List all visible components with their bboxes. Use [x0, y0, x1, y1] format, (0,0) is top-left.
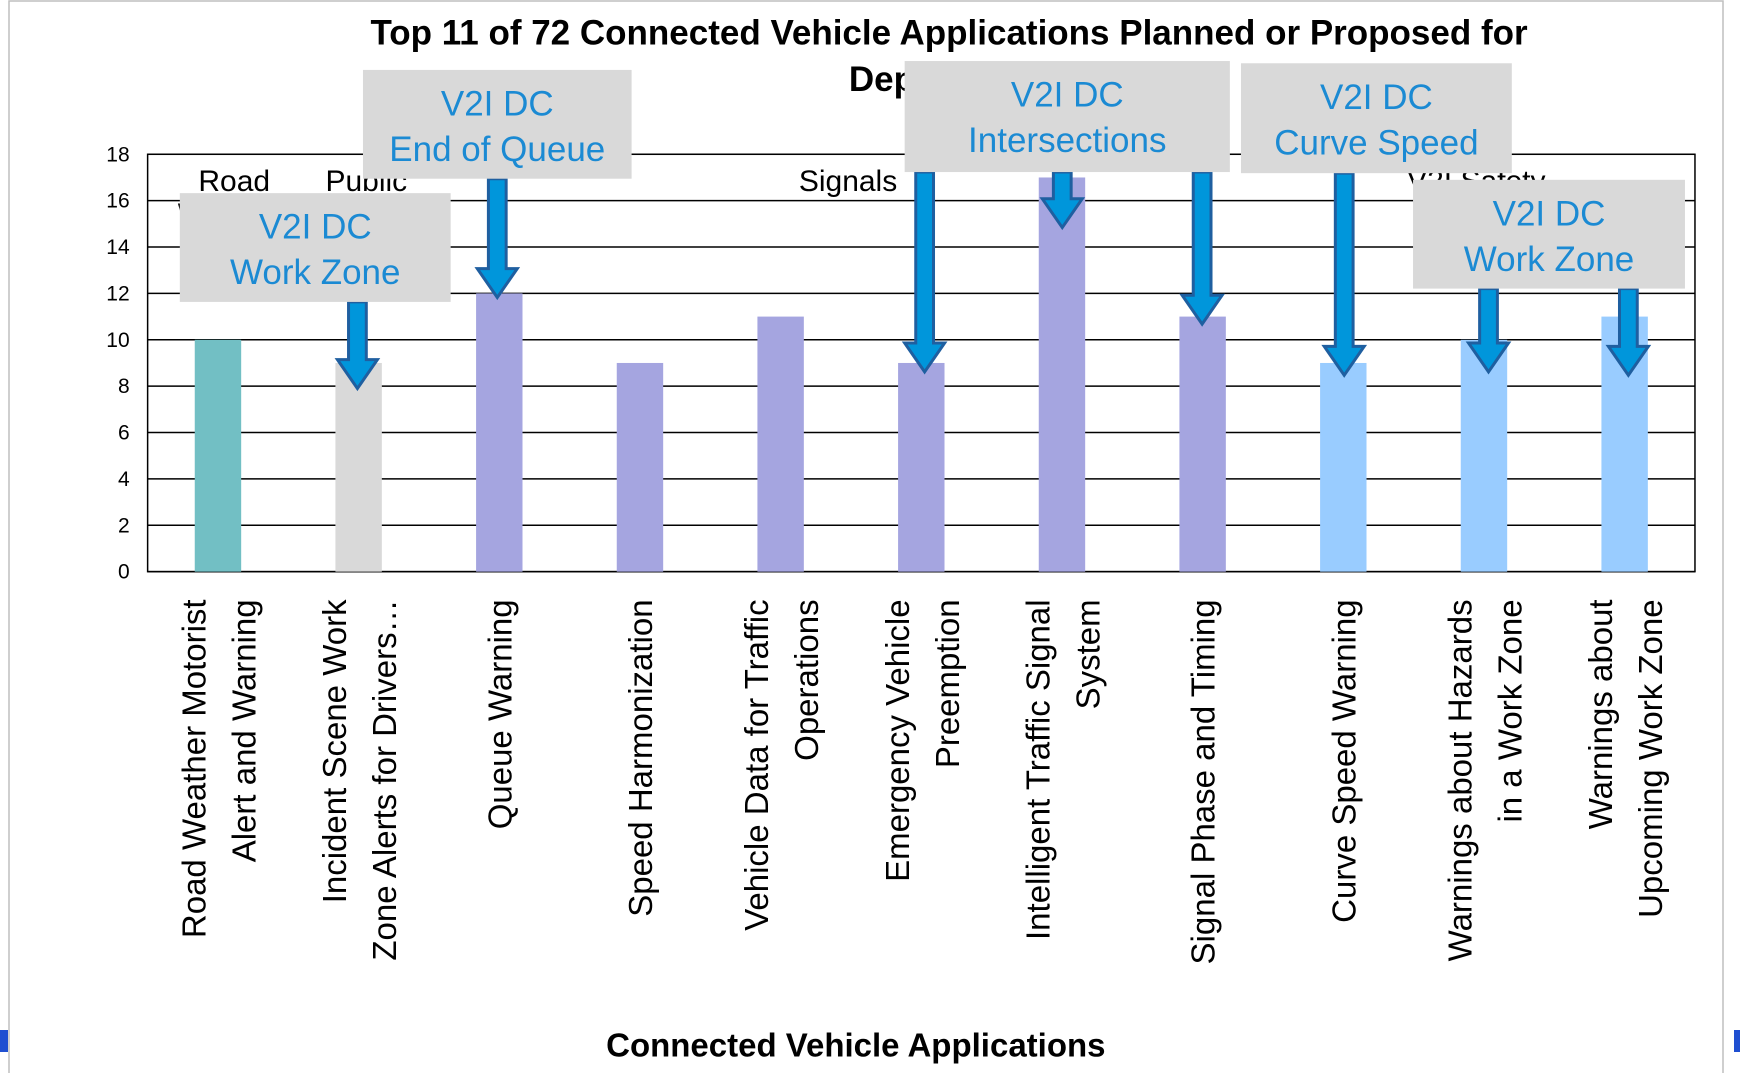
x-axis-title: Connected Vehicle Applications	[606, 1027, 1105, 1064]
bar	[1320, 362, 1367, 572]
callout-label: V2I DC	[441, 84, 554, 123]
bar	[476, 293, 523, 572]
y-tick-label: 14	[106, 236, 130, 259]
x-tick-label: Vehicle Data for Traffic Operations	[738, 599, 825, 930]
bar	[335, 362, 382, 572]
bar	[1038, 177, 1086, 572]
y-tick-label: 16	[106, 190, 129, 213]
group-label: Signals	[799, 165, 897, 198]
callout-arrow	[334, 300, 381, 392]
y-tick-label: 2	[118, 514, 130, 537]
x-tick-label: Incident Scene Work Zone Alerts for Drive…	[316, 599, 403, 961]
callout-label: Intersections	[968, 121, 1166, 160]
callout-box	[1413, 179, 1685, 289]
callout-label: Work Zone	[1464, 240, 1635, 279]
x-tick-label: Intelligent Traffic Signal System	[1020, 599, 1107, 940]
callout-label: V2I DC	[1320, 78, 1433, 117]
edge-decoration	[1734, 1030, 1740, 1052]
callout-box	[1240, 63, 1512, 174]
x-tick-label: Signal Phase and Timing	[1185, 599, 1222, 964]
bar	[898, 362, 945, 572]
bar	[1460, 339, 1508, 572]
callout-arrow	[1605, 287, 1652, 378]
chart-frame	[8, 0, 1724, 1078]
callout-arrow	[901, 170, 948, 375]
x-tick-label: Queue Warning	[481, 599, 518, 829]
bar	[757, 316, 804, 572]
bar	[616, 362, 664, 572]
callout-box	[362, 69, 632, 179]
x-tick-label: Warnings about Hazards in a Work Zone	[1442, 599, 1529, 961]
bar	[194, 339, 242, 572]
x-tick-label: Warnings about Upcoming Work Zone	[1582, 599, 1669, 918]
callout-box	[904, 61, 1230, 173]
y-tick-label: 8	[118, 375, 130, 398]
callout-label: Curve Speed	[1274, 123, 1478, 162]
callout-arrow	[1321, 171, 1368, 378]
y-tick-label: 10	[106, 329, 129, 352]
y-tick-label: 0	[118, 561, 130, 584]
x-tick-label: Curve Speed Warning	[1325, 599, 1362, 922]
chart-title: Top 11 of 72 Connected Vehicle Applicati…	[370, 13, 1528, 52]
callout-label: End of Queue	[389, 130, 605, 169]
callout-box	[179, 193, 451, 302]
y-tick-label: 4	[118, 468, 130, 491]
y-tick-label: 12	[106, 282, 129, 305]
y-tick-label: 18	[106, 143, 129, 166]
callout-arrow	[1179, 170, 1225, 327]
callout-label: V2I DC	[259, 208, 372, 247]
x-tick-label: Speed Harmonization	[622, 599, 659, 916]
edge-decoration	[0, 1030, 8, 1052]
callout-label: Work Zone	[230, 253, 401, 292]
y-tick-label: 6	[118, 422, 130, 445]
callout-arrow	[474, 177, 521, 301]
x-tick-label: Road Weather Motorist Alert and Warning	[176, 599, 263, 938]
x-tick-label: Emergency Vehicle Preemption	[879, 599, 966, 881]
callout-label: V2I DC	[1011, 76, 1124, 115]
callout-label: V2I DC	[1493, 194, 1606, 233]
bar	[1179, 316, 1226, 572]
callout-arrow	[1465, 287, 1512, 375]
callout-arrow	[1039, 170, 1086, 231]
